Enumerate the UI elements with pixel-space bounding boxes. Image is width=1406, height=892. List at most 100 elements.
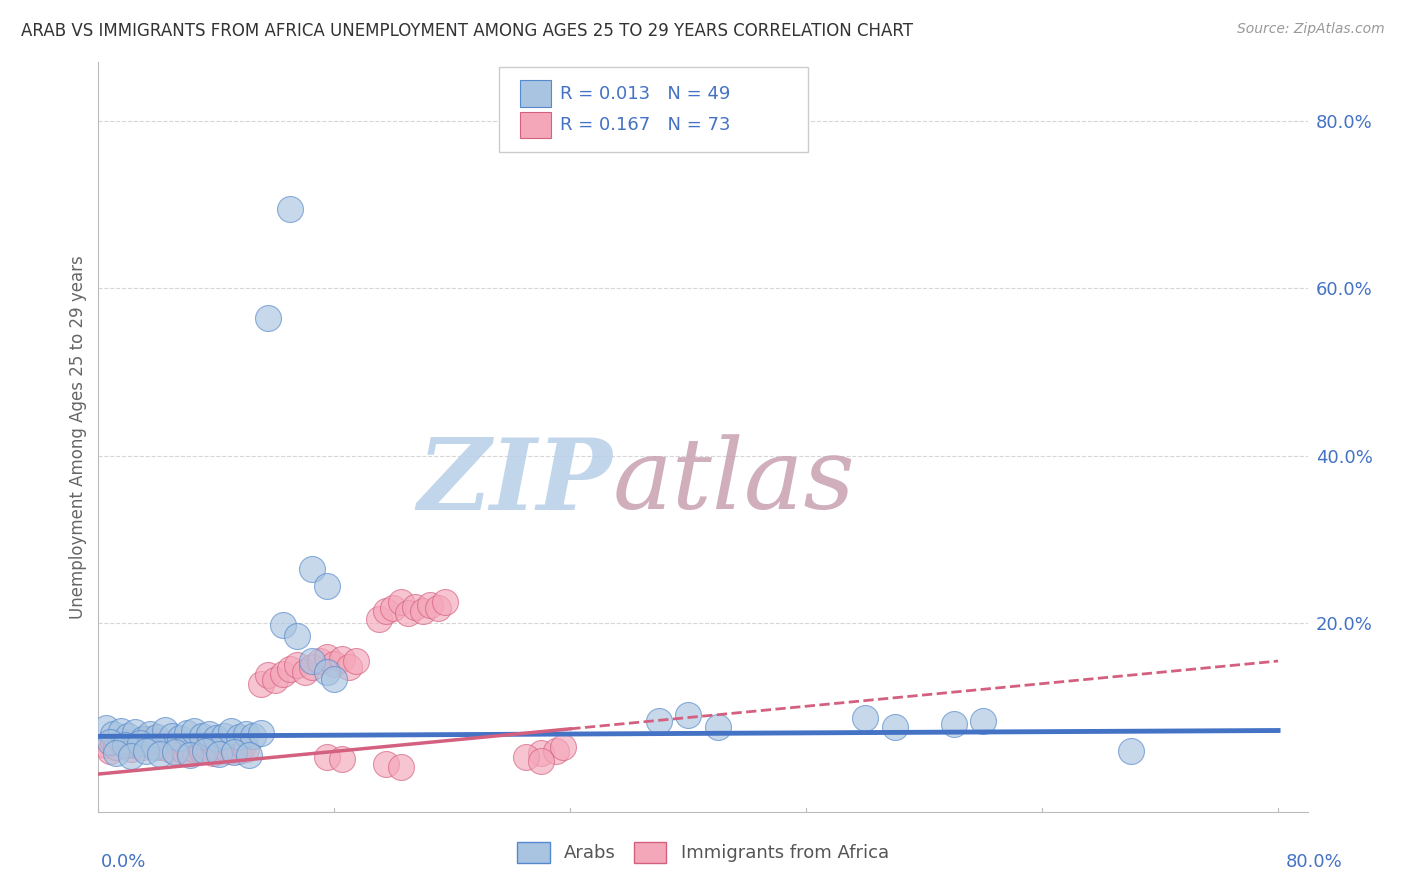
Point (271, 618, 294, 632)
Point (124, 725, 146, 739)
Point (114, 738, 136, 752)
Point (183, 742, 205, 756)
Point (153, 723, 176, 737)
Point (330, 651, 353, 665)
Point (375, 604, 398, 618)
Point (375, 757, 398, 772)
Point (433, 595, 456, 609)
Point (219, 724, 242, 739)
Point (426, 601, 449, 615)
Point (190, 730, 212, 744)
Point (544, 743, 567, 757)
Point (316, 579, 339, 593)
Point (219, 739, 242, 754)
Point (105, 740, 128, 755)
Point (346, 654, 368, 668)
Point (198, 742, 221, 756)
Point (1119, 743, 1142, 757)
Point (278, 202, 301, 216)
Point (648, 714, 671, 729)
Point (551, 740, 574, 755)
Point (205, 731, 228, 745)
Point (117, 735, 139, 749)
Point (149, 740, 172, 755)
Point (301, 660, 323, 674)
Point (301, 654, 323, 668)
Point (232, 739, 254, 754)
Point (114, 738, 136, 752)
Point (208, 747, 231, 761)
Point (194, 739, 217, 754)
Text: Source: ZipAtlas.com: Source: ZipAtlas.com (1237, 22, 1385, 37)
Legend: Arabs, Immigrants from Africa: Arabs, Immigrants from Africa (510, 835, 896, 870)
Point (330, 752, 353, 766)
Point (139, 727, 162, 741)
Point (124, 738, 146, 752)
Point (706, 720, 728, 734)
Point (149, 747, 172, 761)
Point (242, 730, 264, 744)
Point (135, 736, 157, 750)
Point (294, 665, 316, 679)
Point (222, 745, 245, 759)
Point (146, 733, 169, 747)
Point (530, 755, 553, 769)
Point (217, 744, 239, 758)
Point (187, 738, 209, 752)
Point (157, 742, 180, 756)
Point (323, 657, 346, 671)
Point (942, 716, 965, 731)
Point (235, 727, 257, 741)
Point (190, 743, 212, 757)
Point (146, 730, 169, 744)
Point (530, 746, 553, 760)
Text: ARAB VS IMMIGRANTS FROM AFRICA UNEMPLOYMENT AMONG AGES 25 TO 29 YEARS CORRELATIO: ARAB VS IMMIGRANTS FROM AFRICA UNEMPLOYM… (21, 22, 912, 40)
Point (135, 743, 157, 757)
Point (367, 612, 389, 626)
Text: 0.0%: 0.0% (101, 853, 146, 871)
Point (212, 729, 235, 743)
Point (169, 731, 191, 745)
Point (389, 595, 412, 609)
Point (287, 629, 309, 643)
Point (316, 750, 339, 764)
Text: ZIP: ZIP (418, 434, 613, 530)
Point (249, 676, 271, 690)
Point (308, 654, 330, 668)
Point (105, 746, 128, 760)
Point (179, 747, 201, 762)
Point (173, 743, 195, 757)
Point (94, 738, 117, 752)
Point (278, 662, 301, 676)
Point (176, 726, 198, 740)
Point (301, 562, 323, 576)
Point (212, 740, 235, 755)
Point (389, 760, 412, 774)
Point (183, 724, 205, 739)
Point (94, 721, 117, 735)
Point (160, 729, 183, 743)
Point (128, 733, 150, 747)
Point (176, 740, 198, 755)
Point (382, 601, 405, 615)
Point (153, 736, 176, 750)
Point (883, 720, 905, 734)
Point (238, 747, 260, 762)
Point (179, 746, 201, 760)
Text: atlas: atlas (613, 434, 855, 530)
Point (235, 742, 257, 756)
Point (128, 736, 150, 750)
Point (323, 673, 346, 687)
Point (316, 649, 339, 664)
Point (131, 740, 153, 755)
Point (287, 658, 309, 673)
Point (165, 745, 187, 759)
Point (208, 743, 231, 757)
Point (228, 743, 250, 757)
Point (117, 730, 139, 744)
Point (169, 739, 191, 754)
Point (101, 727, 124, 741)
Point (194, 744, 217, 758)
Point (228, 730, 250, 744)
Point (264, 673, 287, 688)
